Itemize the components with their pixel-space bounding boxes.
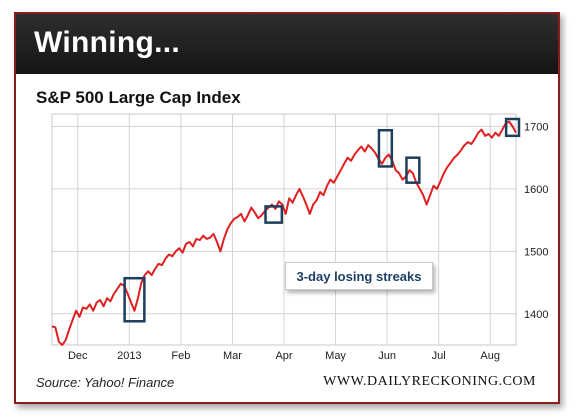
x-tick-label: 2013: [117, 350, 141, 362]
x-tick-label: Mar: [223, 350, 242, 362]
x-tick-label: May: [325, 350, 346, 362]
x-tick-label: Feb: [171, 350, 190, 362]
losing-streak-box: [264, 205, 284, 224]
chart-card: Winning... S&P 500 Large Cap Index 1400 1…: [14, 12, 560, 404]
highlight-boxes: [123, 117, 521, 323]
y-tick-label: 1400: [524, 309, 548, 321]
source-credit: Source: Yahoo! Finance: [36, 375, 175, 390]
x-tick-label: Jul: [432, 350, 446, 362]
y-tick-label: 1600: [524, 184, 548, 196]
y-axis-tick-labels: 1400 1500 1600 1700: [524, 121, 548, 320]
losing-streak-box: [377, 128, 394, 168]
x-tick-label: Dec: [68, 350, 88, 362]
x-axis-tick-labels: Dec 2013 Feb Mar Apr May Jun Jul Aug: [68, 350, 500, 362]
series-line: [51, 120, 517, 346]
chart-title: S&P 500 Large Cap Index: [36, 88, 241, 107]
losing-streak-box: [504, 117, 521, 138]
x-tick-label: Jun: [378, 350, 396, 362]
banner-title: Winning...: [34, 26, 181, 59]
site-url: WWW.DAILYRECKONING.COM: [323, 374, 536, 389]
y-tick-label: 1500: [524, 246, 548, 258]
annotation-label: 3-day losing streaks: [285, 262, 433, 290]
losing-streak-box: [405, 156, 421, 184]
losing-streak-box: [123, 276, 146, 323]
banner: Winning...: [16, 14, 558, 74]
plot-frame: [51, 113, 517, 346]
y-tick-label: 1700: [524, 121, 548, 133]
x-tick-label: Apr: [275, 350, 292, 362]
x-tick-label: Aug: [480, 350, 500, 362]
grid: [52, 114, 516, 345]
line-chart: 1400 1500 1600 1700 Dec 2013 Feb Mar Apr May Jun J…: [51, 113, 548, 362]
